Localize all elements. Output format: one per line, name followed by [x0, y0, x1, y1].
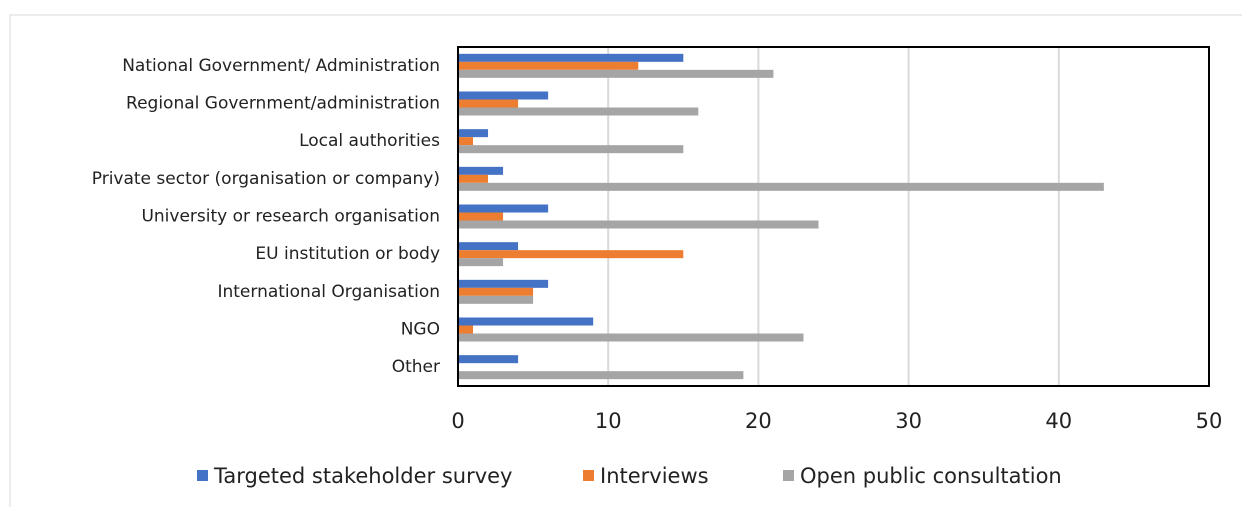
x-tick-label: 50 [1196, 409, 1223, 433]
x-tick-label: 0 [451, 409, 464, 433]
legend-swatch [583, 470, 594, 481]
bar [458, 325, 474, 334]
bar [458, 182, 1104, 191]
bar [458, 129, 489, 138]
bar [458, 355, 519, 364]
bar [458, 250, 684, 259]
bar [458, 69, 774, 78]
y-tick-label: International Organisation [217, 282, 440, 302]
plot-frame [457, 46, 1210, 387]
legend-label: Targeted stakeholder survey [213, 464, 512, 488]
y-tick-label: Other [392, 357, 440, 377]
chart-frame [9, 14, 1242, 511]
x-tick-label: 10 [595, 409, 622, 433]
bar [458, 137, 474, 146]
bar [458, 61, 639, 70]
bar [458, 53, 684, 62]
bar [458, 317, 594, 326]
bar [458, 258, 504, 267]
x-tick-label: 30 [895, 409, 922, 433]
bar [458, 242, 519, 251]
bar [458, 279, 549, 288]
y-tick-label: EU institution or body [255, 244, 440, 264]
bar [458, 174, 489, 183]
bar [458, 91, 549, 100]
y-tick-label: Private sector (organisation or company) [92, 169, 440, 189]
bar [458, 371, 744, 380]
bar [458, 107, 699, 116]
bar [458, 145, 684, 154]
y-tick-label: Regional Government/administration [126, 94, 440, 114]
x-tick-label: 20 [745, 409, 772, 433]
y-tick-label: University or research organisation [141, 207, 440, 227]
bar [458, 287, 534, 296]
bar [458, 99, 519, 108]
y-tick-label: NGO [401, 320, 440, 340]
bar [458, 333, 804, 342]
y-tick-label: National Government/ Administration [122, 56, 440, 76]
legend-label: Interviews [600, 464, 709, 488]
legend-label: Open public consultation [800, 464, 1062, 488]
legend-swatch [783, 470, 794, 481]
bar [458, 220, 819, 229]
x-tick-label: 40 [1045, 409, 1072, 433]
legend-swatch [197, 470, 208, 481]
bar [458, 212, 504, 221]
y-tick-label: Local authorities [299, 131, 440, 151]
bar [458, 204, 549, 213]
bar [458, 295, 534, 304]
bar [458, 166, 504, 175]
